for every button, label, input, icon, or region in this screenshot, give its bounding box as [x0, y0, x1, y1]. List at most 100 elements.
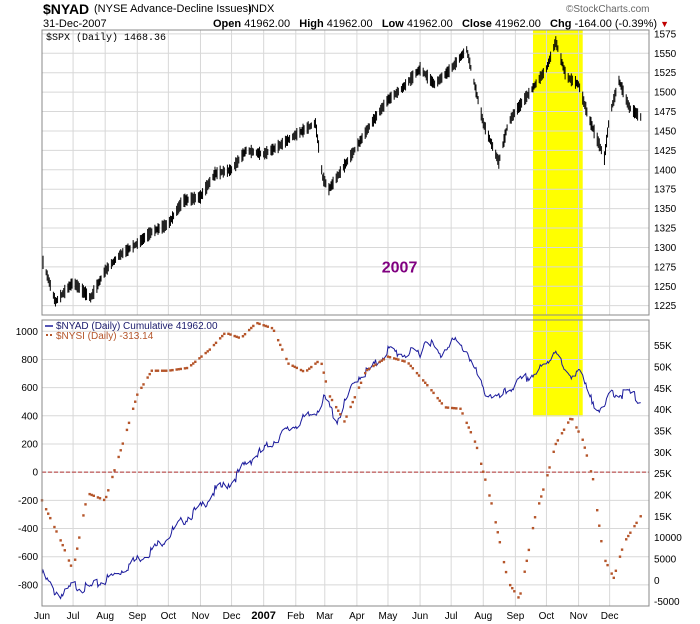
nysi-point: [78, 536, 81, 539]
nysi-point: [113, 469, 116, 472]
nysi-point: [639, 515, 642, 518]
nysi-point: [53, 525, 56, 529]
nysi-point: [475, 446, 479, 450]
nysi-point: [598, 524, 601, 527]
nysi-point: [82, 514, 85, 517]
nysi-point: [131, 407, 135, 410]
x-tick-label: Dec: [601, 611, 619, 622]
nyad-tick-label: 40K: [654, 405, 672, 416]
nysi-point: [328, 395, 332, 398]
x-tick-label: May: [379, 611, 398, 622]
nysi-point: [577, 430, 580, 433]
nysi-tick-label: 200: [21, 439, 38, 450]
nysi-point: [527, 548, 531, 552]
nysi-point: [583, 446, 586, 449]
nysi-point: [241, 335, 245, 338]
nysi-tick-label: 0: [32, 468, 38, 479]
nysi-point: [67, 559, 71, 562]
nysi-point: [614, 569, 618, 572]
nyad-tick-label: 20K: [654, 491, 672, 502]
nysi-point: [473, 440, 477, 443]
nysi-point: [90, 493, 93, 497]
nysi-point: [301, 369, 305, 373]
nysi-point: [432, 391, 435, 395]
nysi-point: [606, 563, 609, 567]
nyad-line: [41, 336, 641, 600]
x-tick-label: Dec: [223, 611, 241, 622]
nyad-tick-label: 35K: [654, 426, 672, 437]
spx-tick-label: 1325: [654, 224, 677, 235]
nysi-point: [438, 399, 441, 402]
nysi-point: [424, 381, 427, 384]
nysi-point: [111, 475, 114, 479]
x-tick-label: Jun: [34, 611, 50, 622]
nysi-point: [482, 470, 485, 473]
nysi-point: [430, 389, 433, 392]
spx-tick-label: 1550: [654, 49, 677, 60]
nysi-point: [351, 400, 354, 404]
nysi-point: [250, 326, 253, 330]
nysi-point: [374, 363, 377, 366]
nysi-point: [504, 570, 508, 574]
low-value: 41962.00: [406, 18, 453, 30]
x-tick-label: Aug: [474, 611, 492, 622]
nysi-point: [620, 548, 624, 551]
x-tick-label: Oct: [161, 611, 177, 622]
x-tick-label: Sep: [506, 611, 524, 622]
nysi-point: [455, 407, 458, 410]
nysi-point: [339, 413, 342, 416]
nysi-point: [270, 326, 274, 330]
nysi-point: [538, 502, 541, 505]
nysi-point: [200, 355, 203, 358]
nysi-point: [627, 534, 630, 538]
nysi-point: [368, 367, 371, 370]
nysi-point: [417, 374, 421, 377]
nysi-point: [227, 332, 230, 336]
chg-label: Chg: [550, 18, 572, 30]
nysi-point: [581, 438, 584, 441]
spx-tick-label: 1300: [654, 243, 677, 254]
nysi-point: [183, 367, 187, 370]
nysi-point: [285, 357, 288, 361]
nysi-point: [519, 592, 522, 595]
spx-tick-label: 1225: [654, 301, 677, 312]
nysi-point: [490, 502, 493, 505]
nysi-point: [591, 478, 595, 481]
x-tick-label: Aug: [96, 611, 114, 622]
nysi-point: [84, 503, 87, 506]
spx-tick-label: 1450: [654, 126, 677, 137]
spx-tick-label: 1475: [654, 107, 677, 118]
spx-tick-label: 1525: [654, 68, 677, 79]
symbol-name: (NYSE Advance-Decline Issues): [94, 3, 252, 15]
nysi-point: [55, 530, 58, 533]
nysi-point: [366, 368, 369, 372]
nysi-point: [446, 406, 450, 409]
nysi-tick-label: 400: [21, 411, 38, 422]
nysi-point: [388, 356, 392, 359]
nysi-point: [233, 334, 236, 338]
nyad-legend: $NYAD (Daily) Cumulative 41962.00: [56, 321, 218, 332]
close-label: Close: [461, 18, 492, 30]
nysi-point: [596, 508, 599, 512]
nysi-point: [148, 372, 151, 376]
nysi-point: [357, 386, 361, 389]
nysi-tick-label: -800: [18, 580, 38, 591]
nysi-point: [221, 334, 224, 338]
nysi-point: [320, 362, 323, 366]
nysi-tick-label: 1000: [16, 327, 39, 338]
nysi-point: [612, 576, 615, 580]
x-tick-label: Jul: [67, 611, 80, 622]
nysi-point: [134, 400, 137, 403]
nysi-point: [88, 492, 91, 496]
nysi-point: [363, 371, 367, 375]
nysi-point: [206, 350, 209, 353]
nysi-point: [295, 366, 299, 370]
nysi-point: [436, 396, 439, 400]
exchange-label: INDX: [248, 3, 275, 15]
nysi-point: [105, 495, 108, 499]
nysi-point: [59, 539, 62, 542]
nysi-point: [467, 426, 470, 429]
nysi-point: [498, 541, 502, 544]
nysi-point: [349, 405, 352, 409]
nyad-tick-label: 10000: [654, 533, 682, 544]
